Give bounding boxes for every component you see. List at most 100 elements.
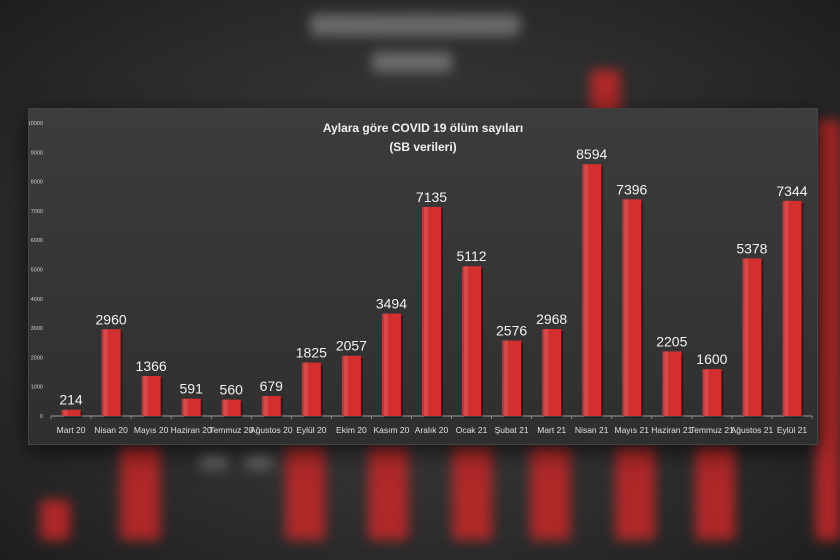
- blurred-bar: [452, 445, 492, 540]
- bar-highlight: [584, 164, 589, 416]
- y-tick-label: 7000: [31, 209, 43, 215]
- bar-highlight: [464, 266, 469, 416]
- chart-title: Aylara göre COVID 19 ölüm sayıları: [322, 121, 524, 135]
- y-tick-label: 3000: [31, 326, 43, 332]
- bar: [702, 369, 722, 416]
- bar: [221, 399, 241, 416]
- chart-card: Aylara göre COVID 19 ölüm sayıları (SB v…: [28, 108, 818, 445]
- bar: [742, 258, 762, 416]
- blurred-bar: [120, 445, 160, 540]
- chart-subtitle: (SB verileri): [389, 140, 457, 154]
- x-tick-label: Mayıs 20: [134, 425, 169, 435]
- blurred-bar: [695, 445, 735, 540]
- bar-highlight: [424, 206, 428, 416]
- x-tick-label: Mart 21: [537, 425, 566, 435]
- blurred-bar: [815, 120, 840, 540]
- bar-highlight: [784, 200, 789, 416]
- bar-highlight: [263, 396, 268, 416]
- y-tick-label: 10000: [29, 121, 43, 127]
- y-tick-label: 6000: [31, 238, 43, 244]
- x-tick-label: Haziran 21: [651, 425, 692, 435]
- bar-highlight: [504, 340, 509, 416]
- x-tick-label: Eylül 20: [296, 425, 327, 435]
- bar-highlight: [223, 399, 228, 416]
- y-tick-label: 9000: [31, 150, 43, 156]
- bar: [141, 375, 161, 416]
- data-label: 5378: [736, 240, 767, 256]
- bar-highlight: [624, 199, 629, 416]
- bar: [301, 362, 321, 416]
- bar-highlight: [183, 398, 188, 416]
- x-tick-label: Nisan 20: [94, 425, 128, 435]
- data-label: 591: [180, 381, 204, 397]
- bar: [502, 340, 522, 416]
- data-label: 679: [260, 378, 284, 394]
- data-label: 2205: [656, 333, 687, 349]
- bar: [782, 200, 802, 416]
- bar: [542, 329, 562, 416]
- y-tick-label: 5000: [31, 268, 43, 274]
- bar-chart: 0 1000 2000 3000 4000 5000 6000 7000 8000 9000 100…: [29, 121, 813, 435]
- x-tick-label: Ekim 20: [336, 425, 367, 435]
- bar-highlight: [744, 258, 749, 416]
- blurred-subtitle: [372, 52, 452, 72]
- data-label: 7396: [616, 181, 647, 197]
- x-tick-label: Mart 20: [57, 425, 86, 435]
- bar: [422, 206, 441, 416]
- bar: [582, 164, 602, 416]
- data-label: 7135: [416, 189, 447, 205]
- blurred-bar: [40, 500, 70, 540]
- bar-highlight: [343, 355, 348, 416]
- blurred-bar: [285, 445, 325, 540]
- data-label: 2968: [536, 311, 567, 327]
- x-tick-label: Temmuz 20: [209, 425, 253, 435]
- blurred-label: [245, 455, 273, 469]
- bar: [341, 355, 361, 416]
- bar: [622, 199, 642, 416]
- y-tick-label: 8000: [31, 180, 43, 186]
- bar: [261, 396, 281, 416]
- y-tick-label: 4000: [31, 297, 43, 303]
- data-label: 214: [59, 392, 83, 408]
- x-tick-label: Temmuz 21: [690, 425, 734, 435]
- data-label: 560: [220, 382, 244, 398]
- x-tick-label: Kasım 20: [373, 425, 409, 435]
- data-label: 2576: [496, 323, 527, 339]
- data-label: 2057: [336, 338, 367, 354]
- bar: [662, 351, 682, 416]
- data-label: 1366: [136, 358, 167, 374]
- y-tick-label: 1000: [31, 385, 43, 391]
- bar: [61, 409, 81, 416]
- x-tick-label: Eylül 21: [777, 425, 808, 435]
- x-tick-label: Mayıs 21: [615, 425, 650, 435]
- bar-highlight: [664, 351, 669, 416]
- data-label: 8594: [576, 146, 607, 162]
- data-label: 7344: [776, 183, 807, 199]
- blurred-bar: [368, 445, 408, 540]
- bar: [381, 313, 401, 416]
- blurred-title: [310, 14, 520, 36]
- data-label: 1825: [296, 345, 327, 361]
- bar-highlight: [704, 369, 709, 416]
- x-tick-label: Ağustos 20: [250, 425, 293, 435]
- x-tick-label: Haziran 20: [171, 425, 212, 435]
- x-tick-label: Nisan 21: [575, 425, 609, 435]
- x-tick-label: Ağustos 21: [731, 425, 774, 435]
- x-tick-label: Şubat 21: [495, 425, 529, 435]
- x-tick-label: Aralık 20: [415, 425, 449, 435]
- data-label: 2960: [96, 311, 127, 327]
- y-tick-label: 2000: [31, 355, 43, 361]
- bar-highlight: [383, 313, 388, 416]
- bar-highlight: [544, 329, 549, 416]
- bar-highlight: [63, 409, 68, 416]
- data-label: 1600: [696, 351, 727, 367]
- data-label: 3494: [376, 296, 407, 312]
- y-tick-label: 0: [40, 414, 43, 420]
- bar-highlight: [143, 375, 148, 416]
- blurred-bar: [530, 445, 570, 540]
- blurred-label: [200, 455, 228, 469]
- x-tick-label: Ocak 21: [456, 425, 488, 435]
- bar-highlight: [303, 362, 308, 416]
- bar: [462, 266, 482, 416]
